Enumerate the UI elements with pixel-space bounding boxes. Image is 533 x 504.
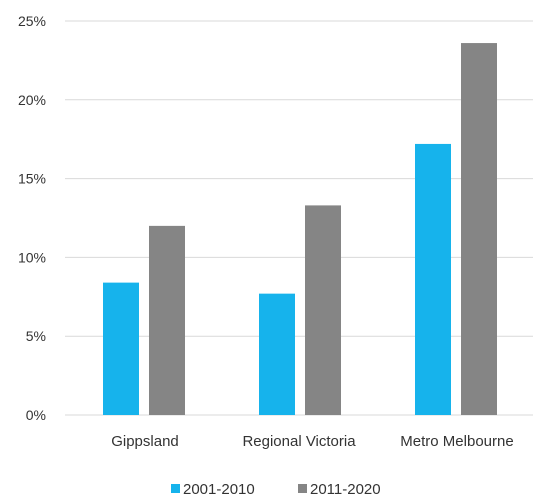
bar-regional-victoria-2011-2020 bbox=[305, 205, 341, 415]
legend: 2001-2010 2011-2020 bbox=[171, 481, 381, 498]
x-category-label: Gippsland bbox=[111, 433, 179, 450]
x-axis-categories: Gippsland Regional Victoria Metro Melbourn… bbox=[111, 433, 513, 450]
legend-swatch bbox=[298, 484, 307, 493]
y-tick-label: 20% bbox=[18, 92, 46, 108]
y-tick-label: 15% bbox=[18, 171, 46, 187]
bar-gippsland-2001-2010 bbox=[103, 282, 139, 415]
y-tick-label: 0% bbox=[26, 407, 46, 423]
y-tick-label: 25% bbox=[18, 13, 46, 29]
gridlines bbox=[65, 20, 533, 416]
legend-swatch bbox=[171, 484, 180, 493]
y-axis-ticks: 0% 5% 10% 15% 20% 25% bbox=[18, 13, 46, 423]
bar-metro-melbourne-2011-2020 bbox=[461, 43, 497, 416]
x-category-label: Regional Victoria bbox=[242, 433, 356, 450]
bars bbox=[103, 43, 497, 416]
bar-gippsland-2011-2020 bbox=[149, 225, 185, 415]
y-tick-label: 5% bbox=[26, 328, 46, 344]
legend-item-2001-2010: 2001-2010 bbox=[171, 481, 255, 498]
legend-item-2011-2020: 2011-2020 bbox=[298, 481, 381, 498]
y-tick-label: 10% bbox=[18, 249, 46, 265]
bar-regional-victoria-2001-2010 bbox=[259, 293, 295, 415]
legend-label: 2011-2020 bbox=[310, 481, 381, 498]
x-category-label: Metro Melbourne bbox=[400, 433, 513, 450]
legend-label: 2001-2010 bbox=[183, 481, 255, 498]
bar-metro-melbourne-2001-2010 bbox=[415, 143, 451, 416]
